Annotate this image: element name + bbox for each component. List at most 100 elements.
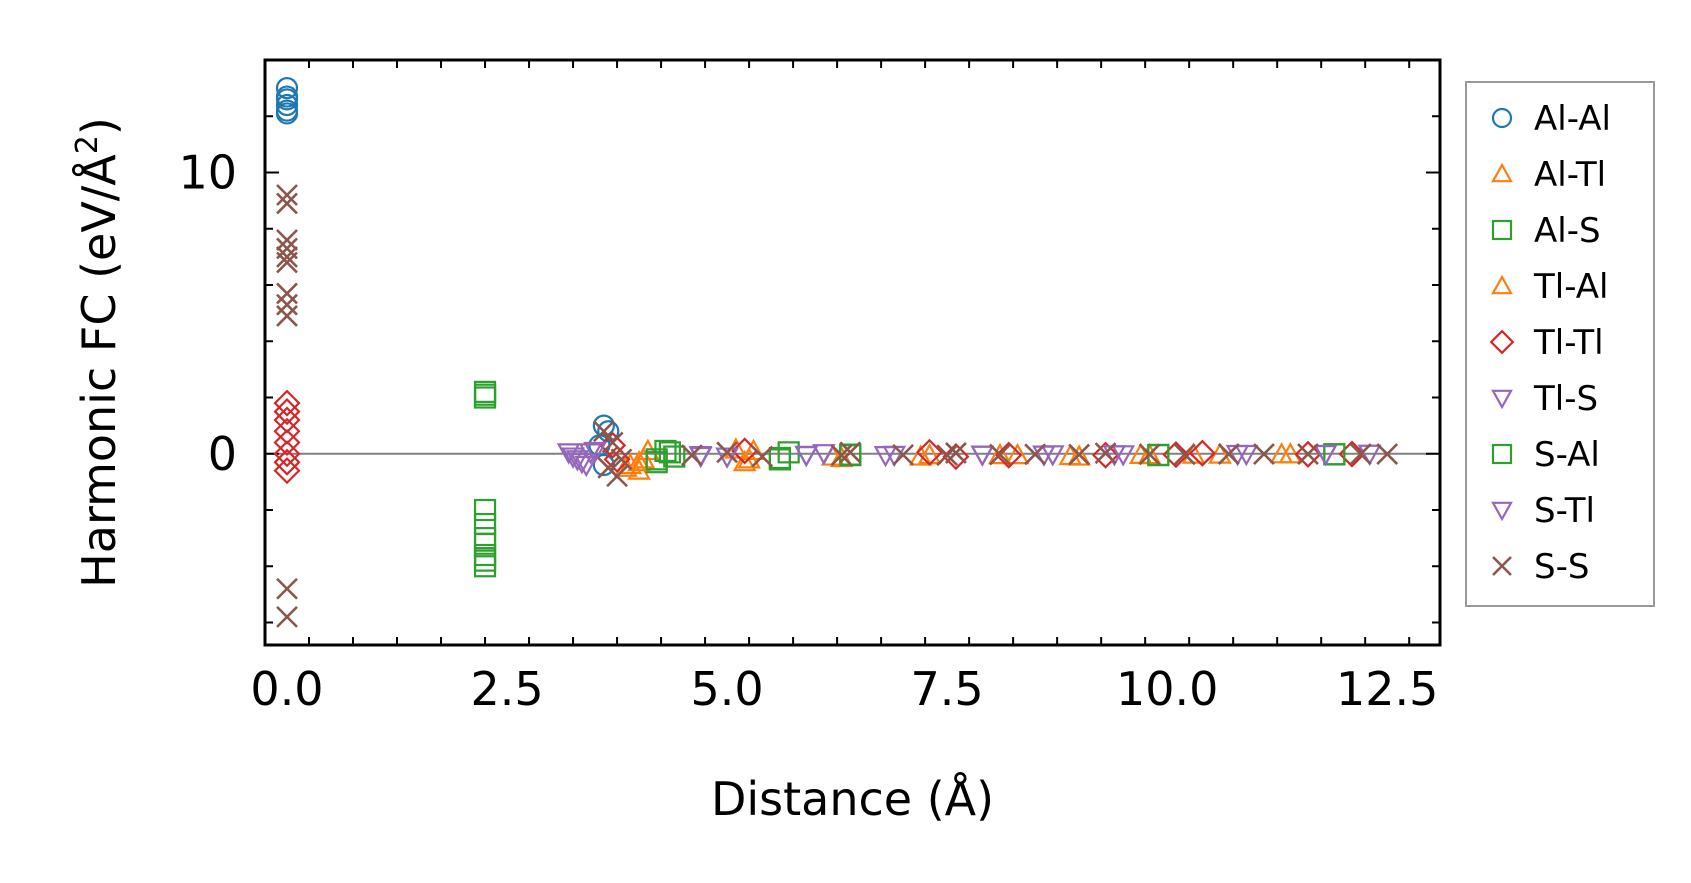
- x-stroke: [276, 282, 298, 305]
- data-point: [995, 441, 1023, 469]
- data-point: [275, 77, 299, 100]
- data-point: [1349, 443, 1372, 465]
- data-point: [610, 448, 633, 471]
- x-stroke: [716, 441, 738, 464]
- data-point: [276, 229, 298, 251]
- x-stroke: [276, 245, 298, 268]
- data-point: [658, 441, 681, 464]
- data-point: [1068, 443, 1091, 466]
- x-stroke: [1376, 443, 1399, 465]
- legend-marker: [1491, 219, 1513, 241]
- data-point: [1094, 442, 1117, 465]
- data-point: [276, 577, 298, 600]
- y-axis-label-end: ): [72, 117, 126, 135]
- x-stroke: [839, 441, 862, 464]
- x-stroke: [276, 305, 298, 327]
- series-s-tl: [561, 443, 1338, 475]
- legend-box: [1465, 81, 1655, 607]
- data-point: [654, 439, 677, 463]
- x-stroke: [1068, 443, 1091, 466]
- series-s-s: [276, 184, 1399, 628]
- data-point: [276, 245, 298, 268]
- data-point: [1234, 444, 1259, 467]
- x-stroke: [276, 184, 298, 206]
- y-tick-label: 0: [208, 427, 237, 481]
- x-stroke: [1138, 443, 1161, 466]
- data-point: [988, 442, 1012, 465]
- data-point: [273, 440, 301, 468]
- x-stroke: [1349, 443, 1372, 465]
- x-stroke: [1492, 556, 1512, 576]
- y-tick-labels: 0 10: [178, 146, 237, 481]
- data-point: [645, 448, 668, 471]
- data-point: [716, 441, 738, 464]
- x-stroke: [276, 192, 298, 215]
- legend-marker: [1491, 501, 1513, 522]
- data-point: [892, 443, 915, 466]
- x-stroke: [592, 420, 615, 443]
- x-tick-label: 7.5: [911, 662, 984, 716]
- x-tick-label: 2.5: [470, 662, 543, 716]
- data-point: [569, 453, 594, 475]
- series-s-al: [473, 383, 1346, 572]
- data-point: [768, 446, 791, 470]
- x-stroke: [1253, 443, 1275, 465]
- y-tick-label: 10: [178, 146, 237, 200]
- data-point: [663, 445, 686, 468]
- legend-marker: [1491, 274, 1513, 295]
- data-point: [276, 605, 298, 628]
- legend-label: Tl-S: [1533, 379, 1598, 419]
- x-stroke: [1173, 443, 1196, 466]
- data-point: [276, 305, 298, 327]
- x-stroke: [276, 229, 298, 251]
- data-point: [737, 447, 761, 469]
- data-point: [970, 445, 995, 467]
- data-point: [1024, 443, 1047, 466]
- data-point: [1040, 445, 1065, 467]
- data-point: [473, 555, 497, 578]
- data-point: [777, 441, 800, 464]
- plot-frame: [263, 58, 1442, 647]
- x-stroke: [606, 465, 628, 488]
- data-point: [592, 453, 615, 477]
- data-point: [768, 448, 791, 471]
- data-point: [273, 398, 301, 426]
- data-point: [908, 444, 933, 466]
- data-point: [1297, 443, 1319, 465]
- x-stroke: [944, 441, 967, 464]
- data-point: [473, 383, 497, 406]
- legend-marker: [1491, 389, 1513, 410]
- data-point: [592, 420, 615, 443]
- data-point: [915, 438, 944, 466]
- x-stroke: [751, 445, 774, 468]
- legend-label: S-Al: [1534, 435, 1600, 475]
- legend-label: S-Tl: [1534, 491, 1595, 531]
- data-point: [680, 444, 703, 467]
- legend-marker: [1491, 162, 1513, 183]
- x-stroke: [1094, 442, 1117, 465]
- x-tick-label: 0.0: [250, 662, 323, 716]
- data-point: [561, 447, 585, 469]
- legend-marker: [1491, 443, 1513, 465]
- legend-label: Tl-Al: [1533, 267, 1608, 307]
- data-point: [751, 445, 774, 468]
- data-point: [583, 441, 607, 464]
- data-point: [473, 498, 497, 522]
- data-point: [1323, 443, 1346, 466]
- x-stroke: [276, 251, 298, 274]
- x-stroke: [989, 443, 1011, 466]
- data-point: [1188, 439, 1216, 467]
- data-point: [273, 389, 301, 417]
- data-point: [1111, 445, 1136, 467]
- x-stroke: [276, 605, 298, 628]
- legend-label: S-S: [1534, 547, 1589, 587]
- y-axis-label: Harmonic FC (eV/Å2): [70, 117, 126, 588]
- data-point: [273, 448, 301, 476]
- legend-label: Al-S: [1534, 211, 1601, 251]
- legend-marker: [1492, 556, 1512, 576]
- data-point: [273, 428, 301, 457]
- data-point: [1313, 444, 1338, 467]
- data-point: [1138, 443, 1161, 466]
- data-point: [839, 441, 862, 464]
